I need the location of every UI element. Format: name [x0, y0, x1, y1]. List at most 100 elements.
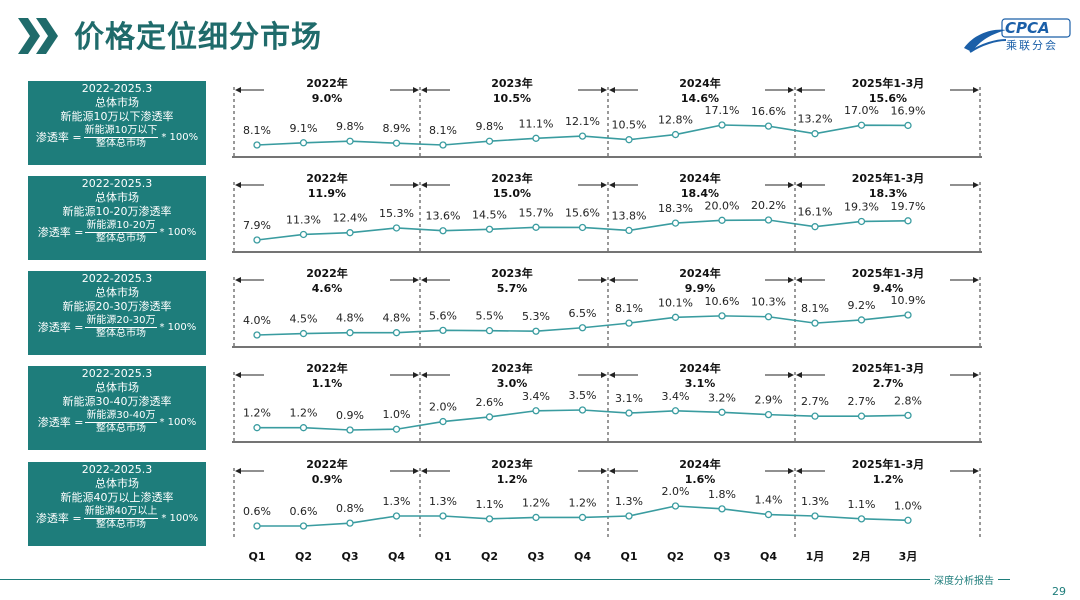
x-tick-label: Q1 [620, 550, 637, 563]
data-point [532, 513, 540, 522]
data-label: 20.2% [751, 199, 786, 212]
formula-denominator: 整体总市场 [95, 138, 146, 149]
data-label: 4.8% [336, 312, 364, 325]
data-label: 1.2% [569, 496, 597, 509]
logo-subtext: 乘联分会 [1006, 39, 1058, 52]
data-point [299, 139, 308, 147]
x-tick-label: Q3 [527, 550, 544, 563]
arrowhead-icon [421, 182, 427, 188]
data-point [299, 424, 308, 432]
data-point [439, 227, 447, 235]
data-label: 8.1% [429, 124, 457, 137]
arrowhead-icon [421, 87, 427, 93]
cpca-logo-icon [964, 18, 1071, 53]
period-total: 1.1% [312, 377, 343, 390]
panel-label-line: 新能源10万以下渗透率 [60, 110, 174, 123]
arrowhead-icon [788, 372, 794, 378]
data-point [904, 411, 912, 420]
formula-lhs: 渗透率 = [37, 225, 84, 239]
data-point [764, 313, 773, 321]
data-label: 0.9% [336, 409, 364, 422]
period-total: 1.2% [873, 473, 904, 486]
data-label: 15.7% [519, 206, 554, 219]
data-label: 15.6% [565, 206, 600, 219]
panel-label-line: 新能源10-20万渗透率 [62, 205, 172, 218]
data-label: 14.5% [472, 208, 507, 221]
arrowhead-icon [796, 277, 802, 283]
data-label: 3.4% [662, 390, 690, 403]
period-label: 2022年 [306, 171, 348, 185]
data-label: 0.8% [336, 502, 364, 515]
data-point [904, 121, 912, 130]
formula-lhs: 渗透率 = [35, 130, 82, 144]
formula-denominator: 整体总市场 [95, 519, 146, 530]
data-point [346, 426, 354, 434]
arrowhead-icon [421, 372, 427, 378]
data-label: 4.8% [383, 312, 411, 325]
formula-rhs: * 100% [159, 321, 197, 333]
arrowhead-icon [421, 468, 427, 474]
data-label: 4.0% [243, 314, 271, 327]
formula-rhs: * 100% [159, 226, 197, 238]
period-total: 1.6% [685, 473, 716, 486]
arrowhead-icon [601, 277, 607, 283]
panel-label-line: 2022-2025.3 [81, 367, 153, 380]
period-total: 18.3% [869, 187, 907, 200]
arrowhead-icon [796, 468, 802, 474]
arrowhead-icon [235, 277, 241, 283]
data-point [439, 417, 447, 426]
arrowhead-icon [601, 468, 607, 474]
data-point [578, 223, 587, 232]
data-label: 1.1% [476, 498, 504, 511]
data-point [253, 141, 261, 149]
arrowhead-icon [413, 372, 419, 378]
data-label: 1.3% [429, 495, 457, 508]
data-point [904, 311, 912, 319]
period-total: 10.5% [493, 92, 531, 105]
data-point [578, 324, 587, 332]
x-tick-label: Q1 [434, 550, 451, 563]
panel-label-line: 总体市场 [95, 477, 139, 490]
data-point [392, 139, 401, 147]
period-total: 18.4% [681, 187, 719, 200]
data-point [857, 316, 866, 324]
data-point [811, 223, 819, 231]
data-point [764, 122, 773, 130]
data-label: 2.7% [801, 395, 829, 408]
footer-report-label: 深度分析报告 [930, 572, 998, 587]
panel-label-line: 新能源40万以上渗透率 [60, 491, 174, 504]
data-label: 19.3% [844, 200, 879, 213]
data-point [346, 519, 354, 527]
arrowhead-icon [973, 87, 979, 93]
panel-label-line: 总体市场 [95, 96, 139, 109]
arrowhead-icon [421, 277, 427, 283]
period-label: 2024年 [679, 76, 721, 90]
data-point [346, 329, 354, 337]
chevron-logo-icon [18, 18, 58, 54]
panel-label-3: 2022-2025.3 总体市场 新能源20-30万渗透率 渗透率 = 新能源20-30… [28, 271, 206, 355]
data-label: 12.1% [565, 115, 600, 128]
arrowhead-icon [973, 277, 979, 283]
data-point [299, 230, 308, 239]
arrowhead-icon [796, 182, 802, 188]
period-label: 2022年 [306, 457, 348, 471]
data-label: 9.1% [290, 122, 318, 135]
data-point [439, 512, 447, 520]
data-point [718, 121, 726, 129]
data-label: 3.2% [708, 391, 736, 404]
period-label: 2023年 [491, 361, 533, 375]
data-label: 8.1% [801, 302, 829, 315]
data-label: 7.9% [243, 219, 271, 232]
x-tick-label: Q3 [713, 550, 730, 563]
data-point [718, 505, 726, 513]
data-point [485, 225, 494, 233]
formula-rhs: * 100% [161, 512, 199, 524]
data-point [532, 223, 540, 231]
data-label: 8.1% [243, 124, 271, 137]
arrowhead-icon [788, 468, 794, 474]
data-point [392, 512, 401, 520]
data-point [718, 216, 726, 224]
data-label: 10.9% [891, 294, 926, 307]
data-label: 12.8% [658, 114, 693, 127]
